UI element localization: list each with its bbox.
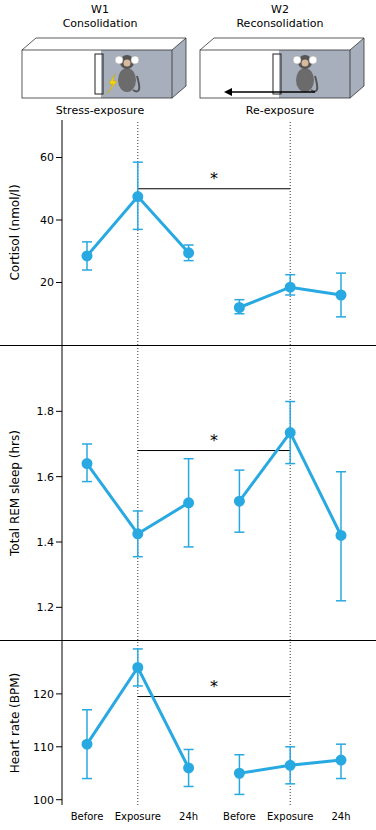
svg-text:Consolidation: Consolidation (63, 17, 138, 30)
svg-text:*: * (210, 431, 218, 450)
svg-text:24h: 24h (331, 811, 350, 822)
svg-text:Exposure: Exposure (115, 811, 161, 822)
svg-text:20: 20 (40, 276, 54, 289)
svg-text:Before: Before (223, 811, 256, 822)
svg-text:1.4: 1.4 (37, 536, 55, 549)
svg-text:120: 120 (33, 688, 54, 701)
svg-text:Exposure: Exposure (267, 811, 313, 822)
svg-text:W2: W2 (271, 3, 289, 16)
svg-text:60: 60 (40, 151, 54, 164)
svg-text:*: * (210, 169, 218, 188)
svg-text:W1: W1 (91, 3, 109, 16)
svg-text:Cortisol (nmol/l): Cortisol (nmol/l) (8, 184, 22, 280)
svg-text:Heart rate (BPM): Heart rate (BPM) (8, 673, 22, 774)
svg-text:40: 40 (40, 214, 54, 227)
svg-text:Total REM sleep (hrs): Total REM sleep (hrs) (8, 430, 22, 557)
svg-text:Stress-exposure: Stress-exposure (56, 104, 145, 117)
svg-text:100: 100 (33, 794, 54, 807)
svg-text:*: * (210, 677, 218, 696)
svg-text:1.2: 1.2 (37, 601, 55, 614)
svg-text:110: 110 (33, 741, 54, 754)
svg-text:Re-exposure: Re-exposure (246, 104, 315, 117)
svg-text:Reconsolidation: Reconsolidation (236, 17, 323, 30)
svg-text:1.8: 1.8 (37, 405, 55, 418)
svg-text:Before: Before (71, 811, 104, 822)
svg-text:24h: 24h (179, 811, 198, 822)
svg-text:1.6: 1.6 (37, 471, 55, 484)
